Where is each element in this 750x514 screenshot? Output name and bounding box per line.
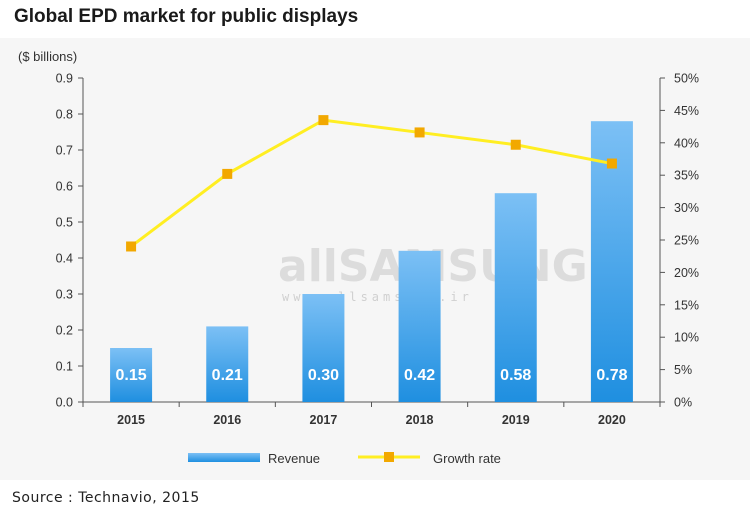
y-tick-label-right: 15% bbox=[674, 298, 699, 312]
y-tick-label-right: 0% bbox=[674, 396, 692, 410]
y-tick-label-left: 0.3 bbox=[56, 288, 73, 302]
bar-data-label: 0.42 bbox=[404, 367, 435, 384]
bar-revenue bbox=[494, 193, 537, 402]
legend-label-revenue: Revenue bbox=[268, 451, 320, 466]
plot-area: 0.0 0.1 0.2 0.3 0.4 0.5 0.6 0.7 0.8 0.9 0% 5% 10% 15%… bbox=[56, 72, 699, 428]
bar-revenue bbox=[206, 326, 249, 402]
y-axis-label: ($ billions) bbox=[18, 49, 77, 64]
y-tick-label-left: 0.4 bbox=[56, 252, 73, 266]
source-note: Source : Technavio, 2015 bbox=[12, 490, 200, 506]
y-tick-label-right: 45% bbox=[674, 104, 699, 118]
bar-data-label: 0.78 bbox=[596, 367, 627, 384]
bar-revenue bbox=[302, 294, 345, 402]
legend-swatch-growth-marker bbox=[384, 452, 394, 462]
x-category-label: 2020 bbox=[598, 413, 626, 427]
bar-revenue bbox=[398, 250, 441, 402]
chart-panel: allSAMSUNG www.allsamsung.ir 0.00.10.20.… bbox=[0, 38, 750, 480]
y-tick-label-left: 0.9 bbox=[56, 72, 73, 86]
y-tick-label-right: 40% bbox=[674, 136, 699, 150]
x-category-label: 2015 bbox=[117, 413, 145, 427]
growth-rate-marker bbox=[126, 241, 137, 252]
bar-data-label: 0.58 bbox=[500, 367, 531, 384]
y-tick-label-right: 25% bbox=[674, 234, 699, 248]
x-category-label: 2017 bbox=[310, 413, 338, 427]
growth-rate-marker bbox=[414, 127, 425, 138]
growth-rate-marker bbox=[222, 168, 233, 179]
legend-swatch-revenue bbox=[188, 453, 260, 462]
y-tick-label-left: 0.7 bbox=[56, 144, 73, 158]
legend: Revenue Growth rate bbox=[188, 451, 501, 466]
y-tick-label-right: 30% bbox=[674, 201, 699, 215]
y-tick-label-right: 10% bbox=[674, 331, 699, 345]
y-tick-label-right: 50% bbox=[674, 72, 699, 86]
growth-rate-marker bbox=[510, 139, 521, 150]
y-tick-label-left: 0.8 bbox=[56, 108, 73, 122]
y-tick-label-right: 5% bbox=[674, 363, 692, 377]
y-tick-label-right: 20% bbox=[674, 266, 699, 280]
y-tick-label-left: 0.6 bbox=[56, 180, 73, 194]
bar-data-label: 0.30 bbox=[308, 367, 339, 384]
y-tick-label-left: 0.2 bbox=[56, 324, 73, 338]
y-tick-label-left: 0.5 bbox=[56, 216, 73, 230]
legend-label-growth-rate: Growth rate bbox=[433, 451, 501, 466]
bar-data-label: 0.15 bbox=[116, 367, 147, 384]
chart-title: Global EPD market for public displays bbox=[14, 6, 359, 27]
y-tick-label-right: 35% bbox=[674, 169, 699, 183]
bar-data-label: 0.21 bbox=[212, 367, 243, 384]
growth-rate-marker bbox=[606, 158, 617, 169]
growth-rate-line bbox=[130, 118, 613, 248]
bar-revenue bbox=[110, 348, 153, 402]
y-tick-label-left: 0.0 bbox=[56, 396, 73, 410]
x-category-label: 2018 bbox=[406, 413, 434, 427]
x-category-label: 2019 bbox=[502, 413, 530, 427]
growth-rate-marker bbox=[318, 115, 329, 126]
x-category-label: 2016 bbox=[213, 413, 241, 427]
chart-svg: allSAMSUNG www.allsamsung.ir 0.00.10.20.… bbox=[18, 49, 699, 466]
y-tick-label-left: 0.1 bbox=[56, 360, 73, 374]
